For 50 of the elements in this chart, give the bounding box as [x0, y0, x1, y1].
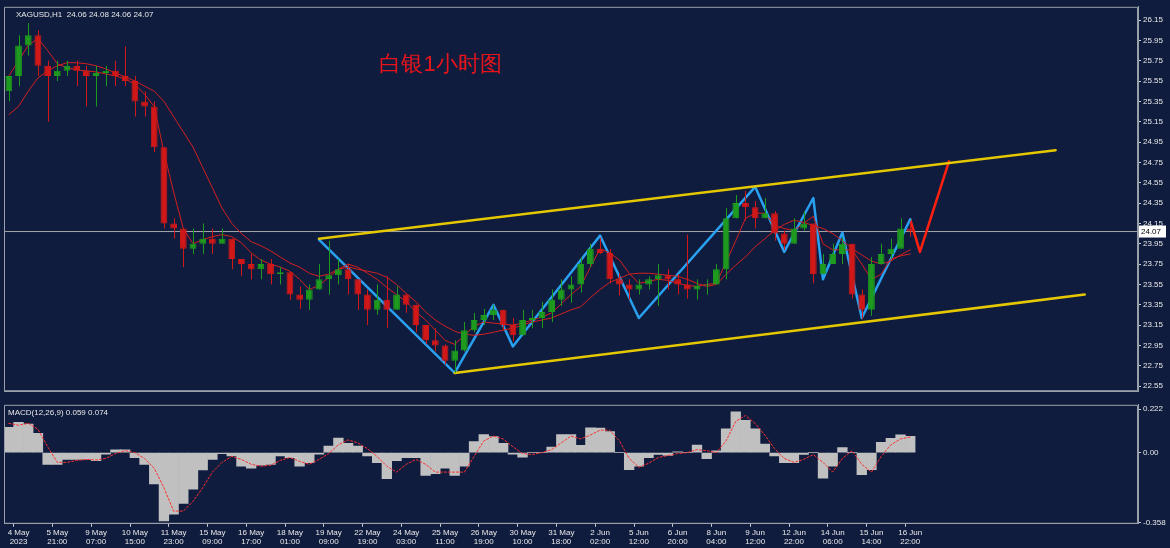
- x-tick-label: 2 Jun 02:00: [590, 527, 611, 547]
- x-tick-label: 30 May 10:00: [509, 527, 536, 547]
- y-tick-label: 0.222: [1143, 404, 1164, 414]
- y-tick-label: 23.35: [1143, 299, 1164, 309]
- y-tick-label: 25.35: [1143, 96, 1164, 106]
- x-tick-label: 4 May 2023: [7, 527, 30, 547]
- x-tick-label: 15 Jun 14:00: [859, 527, 884, 547]
- y-tick-label: 24.95: [1143, 137, 1164, 147]
- y-tick-label: 25.75: [1143, 55, 1164, 65]
- chart-title: MACD(12,26,9) 0.059 0.074: [8, 408, 109, 417]
- y-tick-label: 23.55: [1143, 279, 1164, 289]
- ref-line-label: 24.07: [1141, 226, 1162, 236]
- x-tick-label: 18 May 01:00: [276, 527, 304, 547]
- y-tick-label: 25.15: [1143, 116, 1164, 126]
- y-tick-label: 26.15: [1143, 15, 1164, 25]
- y-tick-label: -0.358: [1143, 517, 1167, 527]
- x-tick-label: 10 May 15:00: [121, 527, 148, 547]
- y-tick-label: 24.35: [1143, 198, 1164, 208]
- x-tick-label: 5 Jun 12:00: [628, 527, 650, 547]
- y-tick-label: 23.95: [1143, 238, 1164, 248]
- x-tick-label: 31 May 18:00: [548, 527, 575, 547]
- x-tick-label: 9 May 07:00: [85, 527, 107, 547]
- x-tick-label: 14 Jun 06:00: [820, 527, 845, 547]
- x-tick-label: 6 Jun 20:00: [667, 527, 689, 547]
- x-tick-label: 5 May 21:00: [46, 527, 69, 547]
- x-tick-label: 12 Jun 22:00: [781, 527, 806, 547]
- x-tick-label: 15 May 09:00: [199, 527, 226, 547]
- x-tick-label: 19 May 09:00: [315, 527, 342, 547]
- y-tick-label: 25.95: [1143, 35, 1164, 45]
- y-tick-label: 22.55: [1143, 381, 1164, 391]
- y-tick-label: 24.75: [1143, 157, 1164, 167]
- x-tick-label: 26 May 19:00: [470, 527, 497, 547]
- x-tick-label: 22 May 19:00: [354, 527, 381, 547]
- y-tick-label: 25.55: [1143, 76, 1164, 86]
- x-tick-label: 25 May 11:00: [431, 527, 459, 547]
- x-tick-label: 9 Jun 12:00: [745, 527, 766, 547]
- y-tick-label: 24.55: [1143, 177, 1164, 187]
- x-tick-label: 16 May 17:00: [238, 527, 265, 547]
- y-tick-label: 23.75: [1143, 259, 1164, 269]
- y-tick-label: 22.95: [1143, 340, 1164, 350]
- y-tick-label: 23.15: [1143, 320, 1164, 330]
- annotation: XAGUSD,H1 24.06 24.08 24.06 24.07: [16, 10, 154, 19]
- x-tick-label: 8 Jun 04:00: [706, 527, 727, 547]
- y-tick-label: 24.15: [1143, 218, 1164, 228]
- text: 白银1小时图: [379, 50, 502, 76]
- x-tick-label: 24 May 03:00: [393, 527, 420, 547]
- y-tick-label: 22.75: [1143, 360, 1164, 370]
- x-tick-label: 11 May 23:00: [160, 527, 187, 547]
- y-tick-label: 0.00: [1143, 447, 1160, 457]
- x-tick-label: 16 Jun 22:00: [898, 527, 923, 547]
